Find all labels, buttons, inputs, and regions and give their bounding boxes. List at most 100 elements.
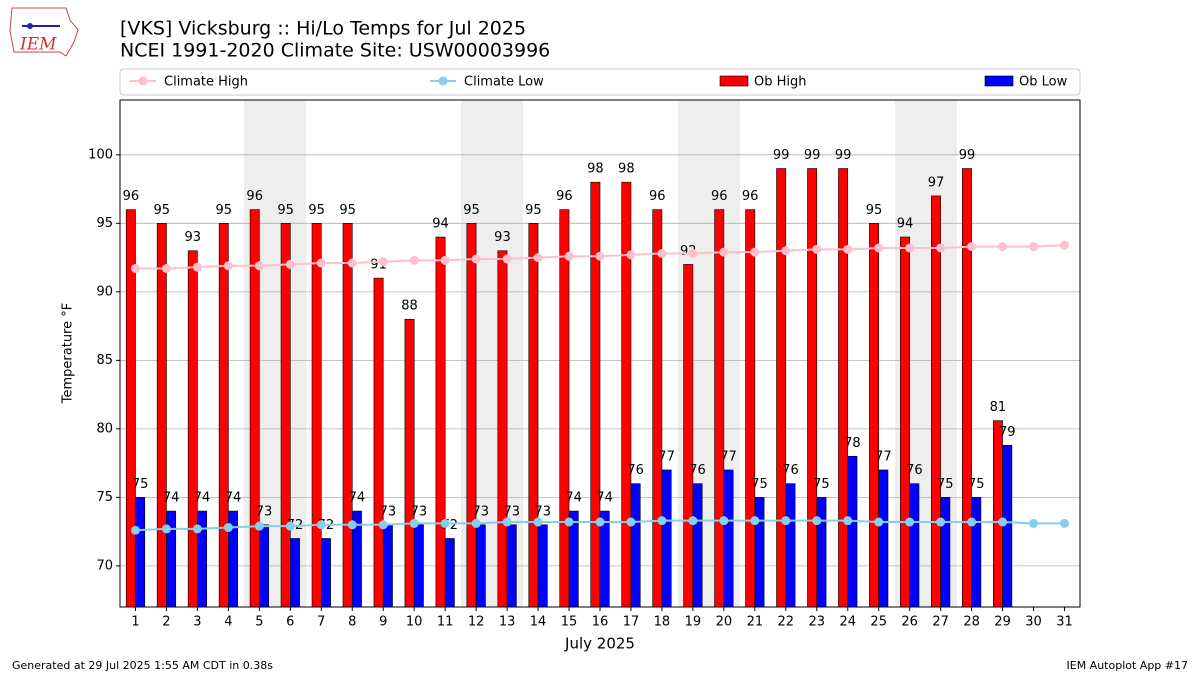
y-tick-label: 95	[96, 216, 113, 231]
bar	[745, 209, 756, 608]
data-label: 77	[875, 449, 892, 464]
marker	[812, 244, 822, 254]
marker	[161, 264, 171, 274]
x-tick-label: 16	[592, 615, 609, 630]
x-tick-label: 5	[255, 615, 263, 630]
data-label: 73	[473, 504, 490, 519]
data-label: 76	[906, 463, 923, 478]
x-tick-label: 30	[1025, 615, 1042, 630]
bar	[940, 497, 951, 608]
x-tick-label: 15	[561, 615, 578, 630]
bar	[590, 181, 601, 608]
marker	[533, 517, 543, 527]
bar	[280, 223, 291, 608]
bar	[878, 469, 889, 608]
bar	[537, 524, 548, 608]
marker	[719, 247, 729, 257]
marker	[1029, 518, 1039, 528]
logo-outline	[9, 7, 79, 57]
marker	[688, 248, 698, 258]
bar	[320, 538, 331, 608]
x-tick-label: 3	[193, 615, 201, 630]
marker	[719, 516, 729, 526]
marker	[347, 258, 357, 268]
data-label: 96	[556, 189, 573, 204]
marker	[843, 244, 853, 254]
y-tick-label: 90	[96, 284, 113, 299]
bar	[776, 168, 787, 608]
data-label: 77	[658, 449, 675, 464]
marker	[998, 242, 1008, 252]
marker	[254, 261, 264, 271]
x-tick-label: 12	[468, 615, 485, 630]
bar	[971, 497, 982, 608]
data-label: 96	[711, 189, 728, 204]
data-label: 99	[804, 148, 821, 163]
marker	[192, 524, 202, 534]
logo: IEM	[9, 7, 79, 57]
data-label: 76	[689, 463, 706, 478]
bar	[187, 250, 198, 608]
data-label: 99	[835, 148, 852, 163]
marker	[936, 243, 946, 253]
bar	[807, 168, 818, 608]
marker	[502, 517, 512, 527]
data-label: 96	[123, 189, 140, 204]
data-label: 73	[380, 504, 397, 519]
bar	[466, 223, 477, 608]
data-label: 95	[463, 203, 480, 218]
marker	[843, 516, 853, 526]
bar	[290, 538, 300, 608]
y-tick-label: 80	[96, 421, 113, 436]
logo-text: IEM	[19, 35, 57, 55]
x-tick-label: 29	[994, 615, 1011, 630]
bar	[311, 223, 322, 608]
x-tick-label: 20	[716, 615, 733, 630]
marker	[626, 250, 636, 260]
marker	[781, 246, 791, 256]
legend	[119, 68, 1081, 96]
bar	[816, 497, 827, 608]
marker	[409, 255, 419, 265]
legend-label: Ob High	[754, 75, 807, 90]
legend-swatch	[438, 76, 448, 86]
x-tick-label: 2	[162, 615, 170, 630]
bar	[444, 538, 455, 608]
data-label: 99	[959, 148, 976, 163]
x-tick-label: 18	[654, 615, 671, 630]
marker	[1060, 240, 1070, 250]
marker	[874, 243, 884, 253]
marker	[688, 516, 698, 526]
data-label: 76	[782, 463, 799, 478]
bar	[259, 524, 269, 608]
bar	[714, 209, 725, 608]
marker	[812, 516, 822, 526]
bar	[135, 497, 146, 608]
data-label: 95	[866, 203, 883, 218]
bar	[869, 223, 880, 608]
marker	[533, 253, 543, 263]
marker	[998, 517, 1008, 527]
marker	[657, 248, 667, 258]
data-label: 95	[339, 203, 356, 218]
bar	[413, 524, 424, 608]
marker	[409, 518, 419, 528]
bar	[475, 524, 486, 608]
x-tick-label: 9	[379, 615, 387, 630]
marker	[223, 261, 233, 271]
x-tick-label: 1	[131, 615, 139, 630]
data-label: 75	[132, 477, 149, 492]
marker	[936, 517, 946, 527]
bar	[652, 209, 663, 608]
x-tick-label: 25	[870, 615, 887, 630]
x-tick-label: 10	[406, 615, 423, 630]
x-tick-label: 7	[317, 615, 325, 630]
data-label: 77	[720, 449, 737, 464]
legend-swatch	[984, 75, 1014, 87]
marker	[502, 254, 512, 264]
marker	[161, 524, 171, 534]
data-label: 93	[494, 230, 511, 245]
bar	[156, 223, 167, 608]
data-label: 75	[937, 477, 954, 492]
bar	[218, 223, 229, 608]
